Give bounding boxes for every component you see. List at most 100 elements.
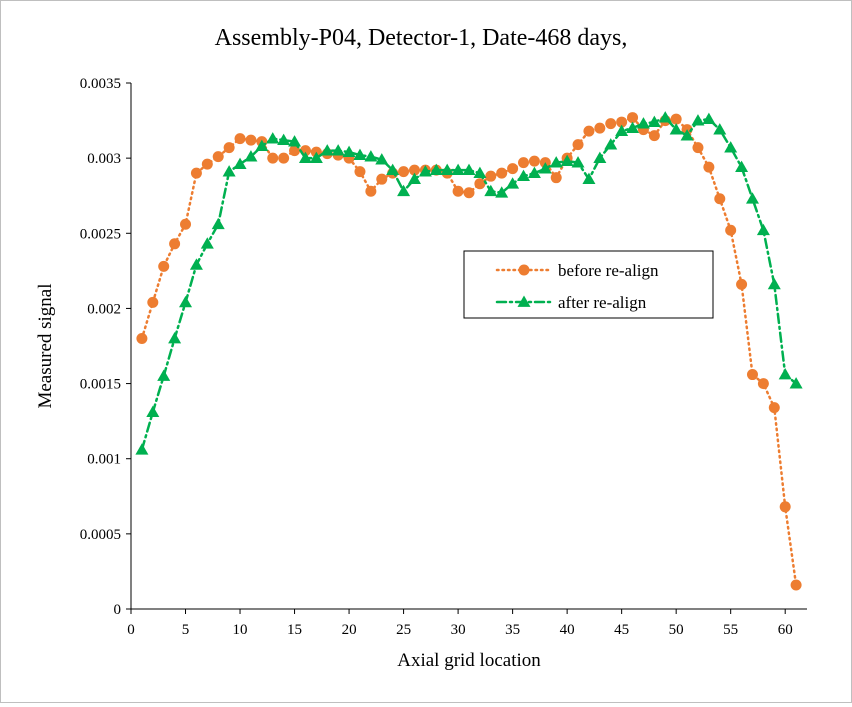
legend-marker-before-re-align: [518, 264, 530, 276]
data-point-after-re-align: [756, 223, 770, 236]
data-point-before-re-align: [354, 166, 366, 178]
legend-label-before-re-align: before re-align: [558, 261, 659, 280]
data-point-before-re-align: [136, 332, 148, 344]
x-tick-label: 25: [396, 622, 411, 638]
data-point-before-re-align: [627, 112, 639, 124]
data-point-after-re-align: [200, 237, 214, 249]
data-point-after-re-align: [288, 135, 302, 147]
data-point-before-re-align: [779, 501, 791, 513]
y-tick-label: 0.0015: [80, 377, 121, 393]
data-point-before-re-align: [572, 139, 584, 151]
data-point-before-re-align: [692, 142, 704, 154]
data-point-before-re-align: [518, 157, 530, 169]
legend-box: [463, 250, 714, 319]
data-point-after-re-align: [320, 144, 334, 156]
data-point-after-re-align: [375, 153, 389, 165]
data-point-after-re-align: [157, 369, 171, 381]
data-point-after-re-align: [168, 331, 182, 344]
data-point-before-re-align: [158, 260, 170, 272]
data-point-after-re-align: [571, 156, 585, 168]
data-point-after-re-align: [397, 184, 411, 197]
data-point-before-re-align: [147, 296, 159, 308]
data-point-after-re-align: [789, 377, 803, 389]
data-point-before-re-align: [169, 238, 181, 250]
data-point-before-re-align: [507, 163, 519, 175]
data-point-after-re-align: [135, 443, 149, 455]
data-point-before-re-align: [452, 185, 464, 197]
data-point-after-re-align: [647, 115, 661, 127]
data-point-after-re-align: [342, 145, 356, 158]
chart-title: Assembly-P04, Detector-1, Date-468 days,: [215, 25, 628, 51]
data-point-after-re-align: [429, 163, 443, 176]
data-point-after-re-align: [691, 114, 705, 126]
data-point-before-re-align: [736, 278, 748, 290]
x-tick-label: 20: [342, 622, 357, 638]
x-tick-label: 55: [723, 622, 738, 638]
data-point-after-re-align: [527, 166, 541, 179]
data-point-before-re-align: [212, 151, 224, 163]
data-point-after-re-align: [615, 124, 629, 136]
data-point-after-re-align: [407, 172, 421, 185]
data-point-after-re-align: [626, 121, 640, 133]
x-tick-label: 5: [182, 622, 190, 638]
data-point-after-re-align: [713, 123, 727, 135]
legend-marker-after-re-align: [517, 295, 531, 307]
series-after-re-align: [135, 111, 803, 455]
data-point-after-re-align: [309, 151, 323, 164]
data-point-after-re-align: [233, 157, 247, 170]
data-point-after-re-align: [353, 148, 367, 161]
data-point-before-re-align: [550, 172, 562, 184]
y-tick-label: 0.0035: [80, 76, 121, 92]
data-point-after-re-align: [680, 129, 694, 141]
data-point-after-re-align: [702, 112, 716, 124]
data-point-before-re-align: [376, 173, 388, 185]
x-tick-label: 15: [287, 622, 302, 638]
data-point-after-re-align: [440, 163, 454, 176]
data-point-after-re-align: [735, 160, 749, 173]
data-point-before-re-align: [223, 142, 235, 154]
x-tick-label: 10: [233, 622, 248, 638]
data-point-before-re-align: [725, 224, 737, 236]
data-point-after-re-align: [778, 368, 792, 380]
data-point-after-re-align: [724, 141, 738, 153]
data-point-before-re-align: [616, 116, 628, 128]
data-point-after-re-align: [745, 192, 759, 204]
data-point-after-re-align: [386, 163, 400, 176]
data-point-after-re-align: [244, 150, 258, 162]
legend: before re-align after re-align: [463, 250, 714, 319]
data-point-after-re-align: [538, 162, 552, 174]
data-point-before-re-align: [463, 187, 475, 199]
data-point-after-re-align: [331, 144, 345, 156]
data-point-before-re-align: [190, 167, 202, 179]
x-tick-label: 35: [505, 622, 520, 638]
data-point-after-re-align: [364, 150, 378, 162]
data-point-after-re-align: [517, 169, 531, 182]
data-point-after-re-align: [266, 132, 280, 144]
y-tick-label: 0.003: [87, 151, 121, 167]
data-point-before-re-align: [180, 218, 192, 230]
data-point-before-re-align: [583, 125, 595, 137]
y-tick-label: 0.002: [87, 301, 121, 317]
data-point-before-re-align: [670, 113, 682, 125]
x-tick-label: 40: [560, 622, 575, 638]
data-point-after-re-align: [767, 277, 781, 290]
data-point-before-re-align: [278, 152, 290, 164]
data-point-after-re-align: [451, 163, 465, 176]
data-point-before-re-align: [605, 118, 617, 130]
data-point-after-re-align: [255, 139, 269, 151]
legend-items: before re-align after re-align: [495, 261, 659, 312]
data-point-before-re-align: [703, 161, 715, 173]
data-point-before-re-align: [234, 133, 246, 145]
y-tick-label: 0.0025: [80, 226, 121, 242]
data-point-after-re-align: [560, 154, 574, 167]
data-point-before-re-align: [757, 378, 769, 390]
data-point-before-re-align: [408, 164, 420, 176]
data-point-after-re-align: [222, 165, 236, 177]
y-tick-label: 0.0005: [80, 527, 121, 543]
series-layer: [135, 111, 803, 591]
data-point-before-re-align: [714, 193, 726, 205]
x-tick-label: 50: [669, 622, 684, 638]
y-axis-label: Measured signal: [35, 283, 56, 408]
